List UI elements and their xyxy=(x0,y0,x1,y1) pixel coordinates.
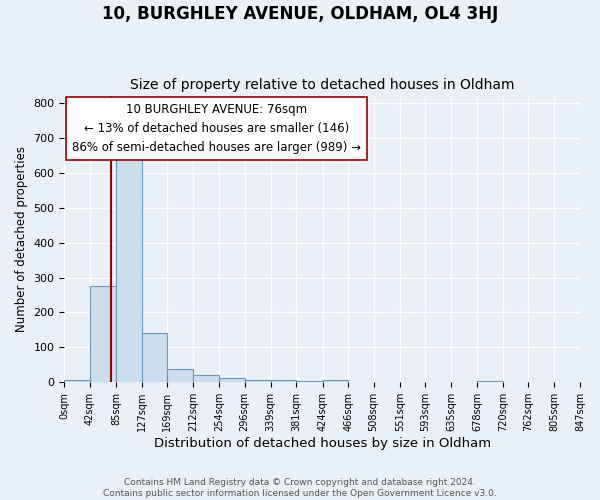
Bar xyxy=(90,286,116,382)
Bar xyxy=(116,157,142,382)
Bar xyxy=(477,380,503,382)
Title: Size of property relative to detached houses in Oldham: Size of property relative to detached ho… xyxy=(130,78,514,92)
Y-axis label: Number of detached properties: Number of detached properties xyxy=(15,146,28,332)
Text: 10, BURGHLEY AVENUE, OLDHAM, OL4 3HJ: 10, BURGHLEY AVENUE, OLDHAM, OL4 3HJ xyxy=(102,5,498,23)
Text: 10 BURGHLEY AVENUE: 76sqm
← 13% of detached houses are smaller (146)
86% of semi: 10 BURGHLEY AVENUE: 76sqm ← 13% of detac… xyxy=(72,104,361,154)
Bar xyxy=(142,334,167,382)
Bar xyxy=(193,376,219,382)
Bar xyxy=(296,380,323,382)
Bar xyxy=(245,380,271,382)
Bar xyxy=(219,378,245,382)
Bar xyxy=(64,380,90,382)
Bar xyxy=(167,369,193,382)
X-axis label: Distribution of detached houses by size in Oldham: Distribution of detached houses by size … xyxy=(154,437,491,450)
Text: Contains HM Land Registry data © Crown copyright and database right 2024.
Contai: Contains HM Land Registry data © Crown c… xyxy=(103,478,497,498)
Bar xyxy=(271,380,296,382)
Bar xyxy=(323,380,348,382)
